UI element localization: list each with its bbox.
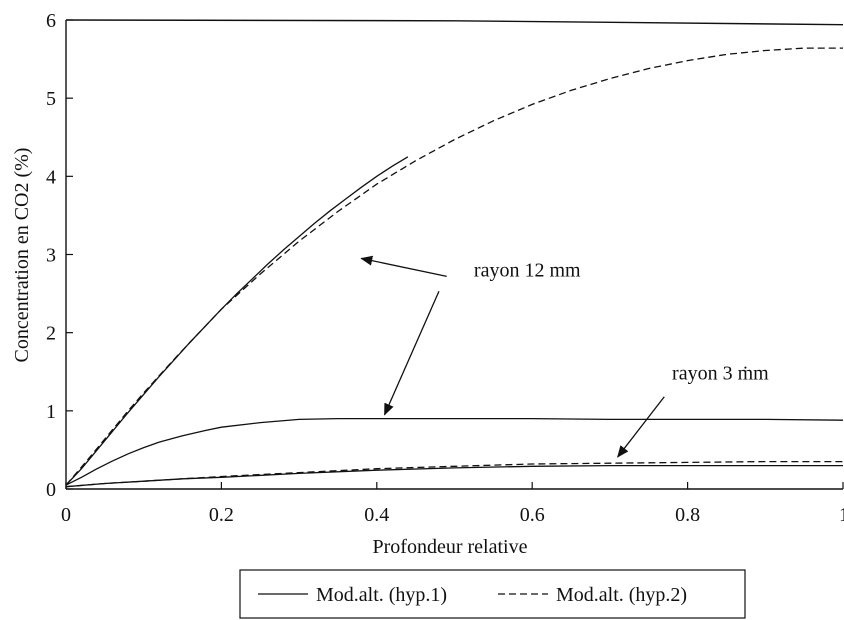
series-line-1 <box>65 156 409 486</box>
y-tick-label: 0 <box>46 479 56 501</box>
legend-box <box>239 569 746 619</box>
y-tick-label: 1 <box>46 401 56 423</box>
legend: Mod.alt. (hyp.1) Mod.alt. (hyp.2) <box>239 569 746 619</box>
y-tick-label: 2 <box>46 323 56 345</box>
x-axis-title: Profondeur relative <box>373 536 528 558</box>
y-tick-label: 5 <box>46 88 56 110</box>
x-tick-label: 0.6 <box>520 504 545 526</box>
x-tick-label: 0.8 <box>675 504 700 526</box>
y-tick-label: 3 <box>46 245 56 267</box>
series-line-4 <box>65 464 843 488</box>
annotation-label: rayon 12 mm <box>474 259 581 281</box>
series-line-3 <box>65 417 844 486</box>
x-tick-label: 1 <box>839 504 844 526</box>
x-tick-label: 0.2 <box>209 504 234 526</box>
series-line-5 <box>65 460 843 488</box>
x-tick-label: 0 <box>61 504 71 526</box>
annotation-arrow <box>617 396 665 458</box>
top-border-line <box>65 19 844 26</box>
y-tick-label: 6 <box>46 10 56 32</box>
x-tick-label: 0.4 <box>364 504 389 526</box>
legend-label-hyp2: Mod.alt. (hyp.2) <box>556 584 687 606</box>
annotation-arrow <box>383 290 440 416</box>
y-tick-label: 4 <box>46 166 56 188</box>
series-line-2 <box>65 47 843 486</box>
y-axis-title: Concentration en CO2 (%) <box>11 148 33 363</box>
annotation-arrow <box>360 255 447 278</box>
legend-label-hyp1: Mod.alt. (hyp.1) <box>316 584 447 606</box>
annotation-label: rayon 3 ṁm <box>672 363 769 385</box>
